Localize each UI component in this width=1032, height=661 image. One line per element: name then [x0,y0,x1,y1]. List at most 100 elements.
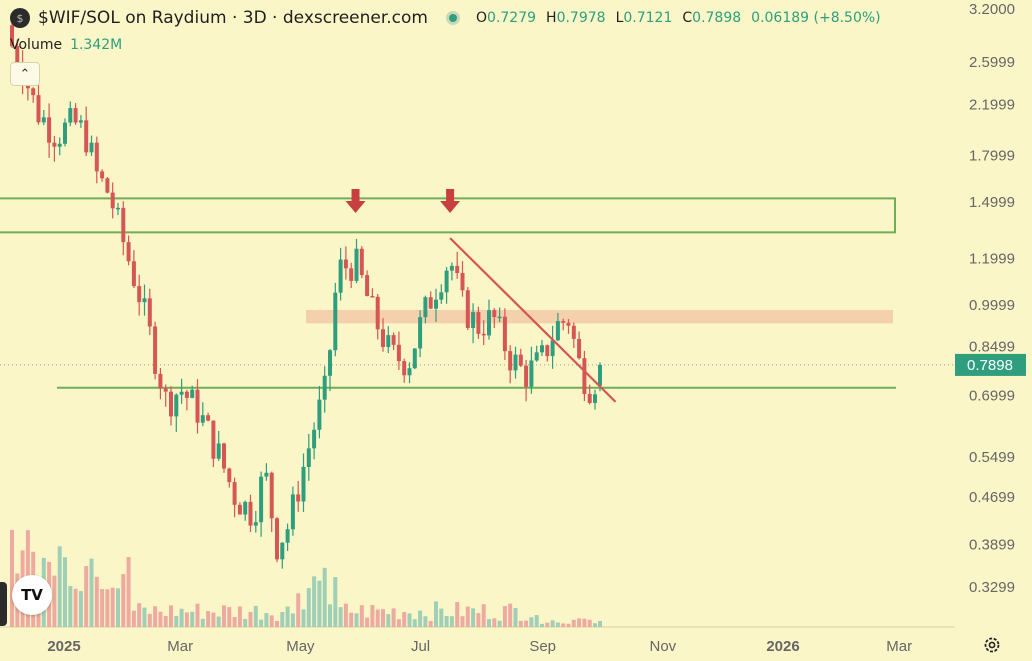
candle-body [47,117,52,143]
current-price-badge [955,353,1026,376]
volume-bar [487,619,491,627]
candle-body [502,316,507,352]
candle-body [540,345,544,353]
candle-body [269,472,274,519]
volume-bar [476,613,481,627]
volume-bar [269,615,274,627]
candle-body [423,297,428,318]
candle-body [131,261,136,287]
volume-bar [63,557,67,627]
candle-body [561,321,566,323]
candle-body [41,117,46,123]
down-arrow-marker-2 [440,189,461,213]
down-arrow-marker-1 [345,189,366,213]
open-label: O [476,10,488,26]
volume-bar [439,608,444,627]
volume-bar [259,619,264,627]
candle-body [105,178,110,193]
volume-bar [550,620,555,627]
candle-body [582,358,587,394]
candle-body [412,348,417,369]
volume-bar [158,611,163,627]
candle-body [285,529,290,543]
candle-body [110,192,115,209]
candle-body [359,248,364,276]
volume-bar [121,574,126,627]
candle-body [391,335,396,345]
volume-bar [359,605,364,627]
candle-body [296,494,301,502]
volume-bar [312,576,317,627]
volume-bar [275,620,279,627]
side-panel-handle[interactable] [0,582,7,626]
candle-body [89,142,94,153]
candle-body [142,298,147,303]
high-value: 0.7978 [556,10,606,26]
volume-bar [163,615,168,627]
volume-bar [237,606,242,627]
candle-body [396,344,401,362]
volume-bar [391,608,396,627]
volume-bar [423,616,428,627]
candle-body [227,468,232,483]
volume-bar [577,618,582,627]
volume-bar [343,603,348,627]
candle-body [312,429,317,449]
x-tick-label: Mar [886,638,912,655]
candle-body [428,297,433,309]
y-tick-label: 1.1999 [969,251,1015,268]
y-tick-label: 0.5499 [969,449,1015,466]
volume-bar [571,619,576,627]
volume-bar [449,616,454,627]
volume-label: Volume [10,37,63,53]
candle-body [216,443,221,459]
candle-body [306,448,311,467]
volume-bar [428,620,433,627]
volume-bar [264,613,269,627]
volume-bar [105,589,110,627]
candle-body [322,375,327,400]
candle-body [232,482,237,505]
volume-bar [386,614,391,627]
candle-body [116,207,120,210]
volume-bar [370,605,375,627]
volume-bar [513,607,518,627]
candle-body [529,360,534,387]
volume-bar [253,605,258,627]
volume-bar [518,620,523,627]
y-tick-label: 0.8499 [969,338,1015,355]
volume-bar [285,606,290,627]
volume-bar [116,588,120,627]
volume-bar [126,557,131,627]
candle-body [15,46,20,64]
tradingview-logo[interactable]: TV [12,575,52,615]
candle-body [444,270,449,293]
candle-body [513,354,518,371]
change-value: 0.06189 (+8.50%) [751,10,881,26]
dollar-coin-icon: $ [10,8,30,28]
candle-body [328,350,332,376]
y-tick-label: 0.3899 [969,536,1015,553]
candle-body [31,88,36,96]
volume-bar [200,618,205,627]
volume-bar [147,613,152,627]
volume-bar [206,611,211,627]
volume-bar [471,608,476,627]
volume-bar [94,576,99,627]
volume-bar [280,611,285,627]
volume-bar [497,620,502,627]
volume-bar [100,589,105,627]
collapse-legend-button[interactable]: ⌃ [10,62,40,86]
candle-body [317,399,322,430]
volume-bar [153,606,158,627]
candle-body [126,242,131,262]
candle-body [301,466,306,502]
gear-icon[interactable] [982,635,1002,655]
low-value: 0.7121 [623,10,673,26]
candle-body [571,325,576,339]
volume-bar [333,577,338,627]
high-label: H [546,10,557,26]
volume-bar [184,612,189,627]
descending-trendline [449,237,617,403]
